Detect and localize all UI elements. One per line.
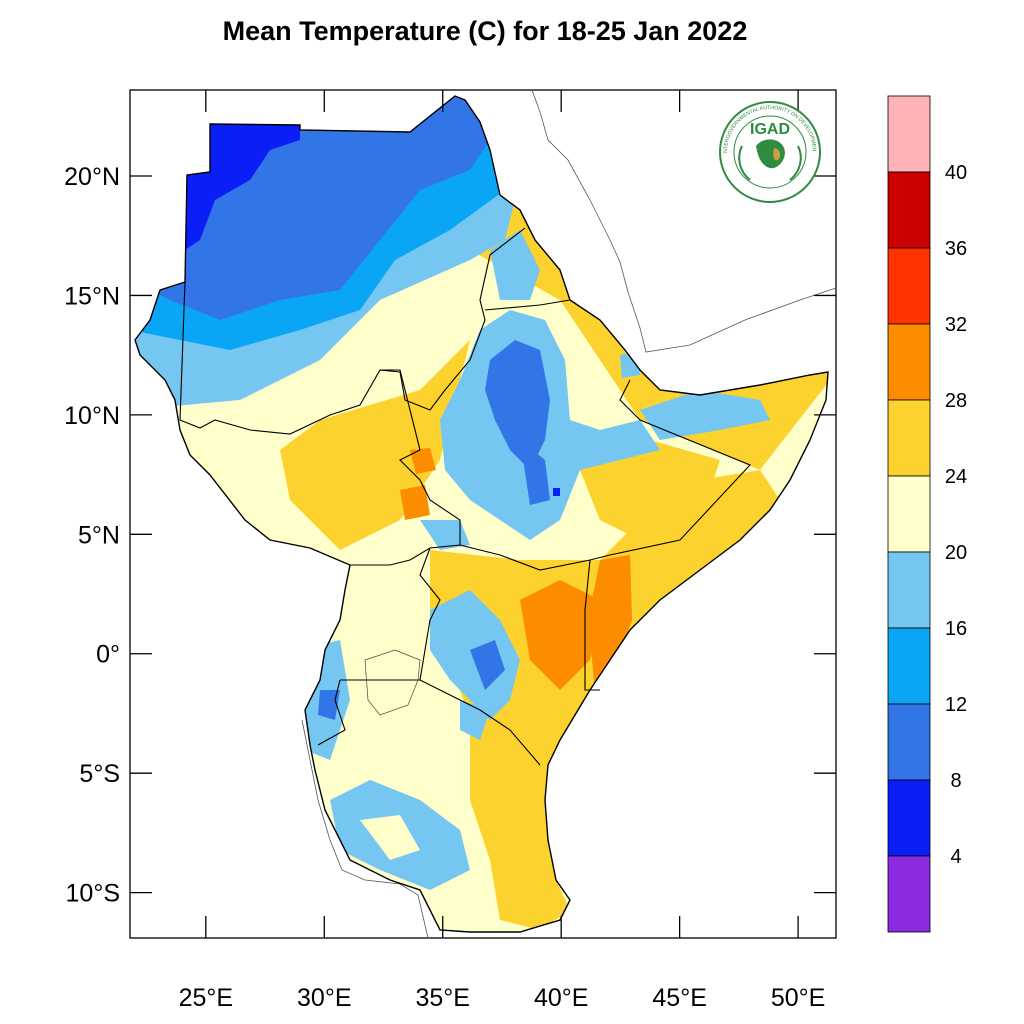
lat-tick-label: 10°S bbox=[66, 880, 120, 908]
lat-tick-label: 10°N bbox=[64, 402, 120, 430]
country-borders bbox=[179, 227, 751, 766]
laurel-right-icon bbox=[789, 145, 802, 181]
lon-tick-label: 25°E bbox=[179, 984, 233, 1012]
longitude-axis: 25°E 30°E 35°E 40°E 45°E 50°E bbox=[179, 90, 825, 1012]
colorbar-label: 24 bbox=[945, 466, 967, 488]
africa-map-icon bbox=[756, 139, 785, 169]
lat-tick-label: 5°N bbox=[78, 521, 120, 549]
laurel-left-icon bbox=[738, 145, 751, 181]
colorbar-swatch bbox=[887, 171, 931, 249]
lon-tick-label: 50°E bbox=[771, 984, 825, 1012]
lat-tick-label: 0° bbox=[96, 641, 120, 669]
colorbar-label: 28 bbox=[945, 390, 967, 412]
colorbar-label: 20 bbox=[945, 542, 967, 564]
colorbar-label: 12 bbox=[945, 694, 967, 716]
lon-tick-label: 30°E bbox=[297, 984, 351, 1012]
colorbar-label: 40 bbox=[945, 162, 967, 184]
lake-victoria bbox=[364, 649, 421, 716]
colorbar-swatch bbox=[887, 703, 931, 781]
lon-tick-label: 35°E bbox=[415, 984, 469, 1012]
colorbar-swatch bbox=[887, 627, 931, 705]
colorbar-swatch bbox=[887, 855, 931, 933]
colorbar-swatch bbox=[887, 779, 931, 857]
map-title: Mean Temperature (C) for 18-25 Jan 2022 bbox=[222, 16, 748, 46]
coastline-west bbox=[301, 719, 429, 939]
latitude-axis: 20°N 15°N 10°N 5°N 0° 5°S 10°S bbox=[64, 163, 836, 908]
colorbar-swatch bbox=[887, 323, 931, 401]
colorbar-label: 8 bbox=[950, 770, 961, 792]
land-outline bbox=[134, 95, 829, 933]
lat-tick-label: 5°S bbox=[79, 760, 120, 788]
colorbar-label: 4 bbox=[950, 846, 961, 868]
colorbar-swatch bbox=[887, 247, 931, 325]
colorbar-label: 36 bbox=[945, 238, 967, 260]
colorbar-swatch bbox=[887, 551, 931, 629]
lat-tick-label: 15°N bbox=[64, 282, 120, 310]
colorbar-swatch bbox=[887, 399, 931, 477]
colorbar-swatch bbox=[887, 475, 931, 553]
colorbar-swatch bbox=[887, 95, 931, 173]
colorbar-label: 16 bbox=[945, 618, 967, 640]
colorbar: 4 8 12 16 20 24 28 32 36 40 bbox=[887, 95, 967, 933]
arabia-coastline bbox=[531, 89, 837, 353]
lon-tick-label: 40°E bbox=[534, 984, 588, 1012]
igad-logo: IGAD INTERGOVERNMENTAL AUTHORITY ON DEVE… bbox=[719, 101, 821, 203]
igad-logo-text: IGAD bbox=[750, 121, 790, 138]
lon-tick-label: 45°E bbox=[652, 984, 706, 1012]
lat-tick-label: 20°N bbox=[64, 163, 120, 191]
colorbar-label: 32 bbox=[945, 314, 967, 336]
